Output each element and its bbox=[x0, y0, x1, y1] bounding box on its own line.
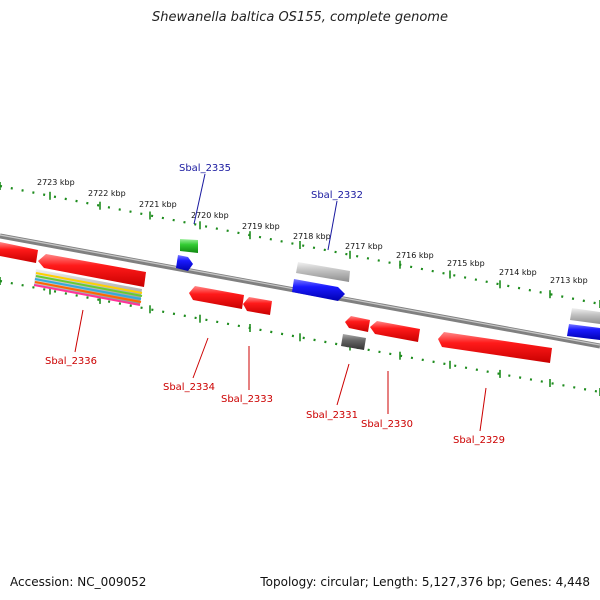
genome-title: Shewanella baltica OS155, complete genom… bbox=[152, 10, 448, 25]
gene-arrow-sbal-2329 bbox=[438, 332, 552, 363]
genome-summary: Topology: circular; Length: 5,127,376 bp… bbox=[260, 575, 590, 589]
scale-label: 2715 kbp bbox=[447, 259, 485, 268]
gene-label-sbal-2334[interactable]: Sbal_2334 bbox=[163, 382, 215, 393]
scale-label: 2713 kbp bbox=[550, 276, 588, 285]
gene-arrow-sbal-2333 bbox=[243, 297, 272, 315]
gene-arrow-sbal-2332 bbox=[292, 279, 345, 301]
gene-label-sbal-2329[interactable]: Sbal_2329 bbox=[453, 435, 505, 446]
scale-label: 2720 kbp bbox=[191, 211, 229, 220]
gene-arrow-sbal-2335 bbox=[176, 255, 193, 271]
gene-arrow-sbal-2334 bbox=[189, 286, 244, 309]
gene-arrow-red-small bbox=[345, 316, 370, 332]
accession-label: Accession: NC_009052 bbox=[10, 575, 147, 589]
scale-label: 2723 kbp bbox=[37, 178, 75, 187]
scale-label: 2714 kbp bbox=[499, 268, 537, 277]
gene-label-sbal-2330[interactable]: Sbal_2330 bbox=[361, 419, 413, 430]
scale-label: 2717 kbp bbox=[345, 242, 383, 251]
gene-label-sbal-2331[interactable]: Sbal_2331 bbox=[306, 410, 358, 421]
scale-label: 2719 kbp bbox=[242, 222, 280, 231]
scale-label: 2722 kbp bbox=[88, 189, 126, 198]
leader-lines-forward bbox=[193, 173, 338, 251]
reverse-major-ticks bbox=[0, 277, 600, 396]
scale-label: 2716 kbp bbox=[396, 251, 434, 260]
gene-label-sbal-2332[interactable]: Sbal_2332 bbox=[311, 190, 363, 201]
gene-labels: Sbal_2335 Sbal_2332 Sbal_2336 Sbal_2334 … bbox=[45, 163, 505, 446]
gene-arrow-gray-right bbox=[570, 308, 600, 324]
gene-label-sbal-2335[interactable]: Sbal_2335 bbox=[179, 163, 231, 174]
gene-arrow-sbal-2330 bbox=[370, 321, 420, 342]
scale-label: 2718 kbp bbox=[293, 232, 331, 241]
gene-arrow-blue-right bbox=[567, 324, 600, 340]
gene-arrow-red-long bbox=[38, 254, 146, 287]
gene-arrow-sbal-2331 bbox=[341, 334, 366, 350]
gene-arrow-green bbox=[180, 239, 198, 253]
gene-label-sbal-2333[interactable]: Sbal_2333 bbox=[221, 394, 273, 405]
gene-sbal-2336-stripes bbox=[33, 272, 143, 306]
gene-arrow-left-edge bbox=[0, 242, 38, 263]
leader-lines-reverse bbox=[74, 309, 487, 432]
gene-label-sbal-2336[interactable]: Sbal_2336 bbox=[45, 356, 97, 367]
scale-label: 2721 kbp bbox=[139, 200, 177, 209]
forward-major-ticks bbox=[0, 182, 600, 308]
scale-labels: 2723 kbp 2722 kbp 2721 kbp 2720 kbp 2719… bbox=[37, 178, 588, 285]
gene-arrow-gray bbox=[296, 262, 350, 282]
